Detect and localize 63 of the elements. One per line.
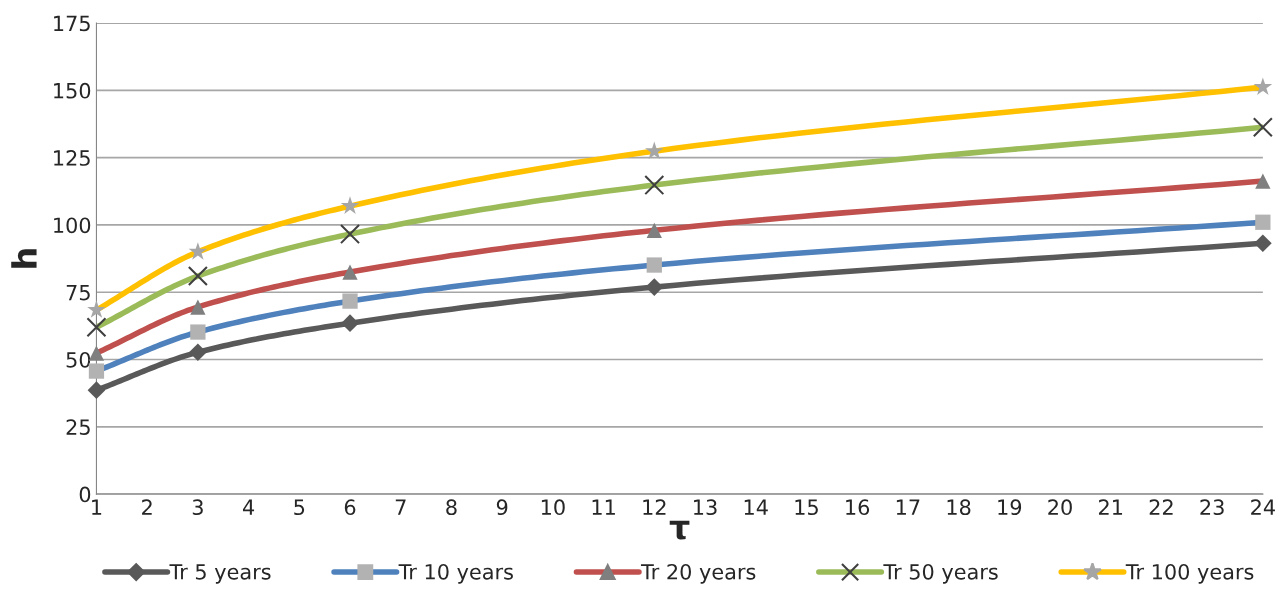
point [340, 196, 360, 214]
point [644, 175, 665, 196]
x-tick-label: 10 [541, 499, 565, 516]
legend-label: Tr 20 years [640, 563, 756, 584]
point [1255, 173, 1271, 189]
point [187, 266, 208, 287]
x-tick-label: 18 [947, 499, 971, 516]
point [339, 224, 361, 245]
x-tick-label: 22 [1149, 499, 1173, 515]
x-tick-label: 5 [294, 499, 305, 516]
legend-label: Tr 100 years [1125, 563, 1254, 584]
x-tick-label: 23 [1200, 499, 1224, 516]
y-axis-title: h [11, 249, 37, 268]
x-tick-label: 12 [643, 499, 666, 515]
point [1254, 234, 1272, 253]
x-tick-label: 21 [1098, 499, 1123, 515]
point [645, 141, 664, 160]
point [86, 317, 107, 338]
point [190, 324, 206, 340]
point [88, 363, 105, 379]
point [1253, 77, 1273, 95]
x-tick-label: 16 [846, 499, 870, 516]
x-tick-label: 7 [395, 499, 406, 515]
x-tick-label: 13 [694, 499, 717, 516]
legend-label: Tr 50 years [883, 563, 998, 584]
point [1252, 117, 1273, 138]
y-tick-label: 0 [79, 486, 91, 503]
x-tick-label: 17 [896, 499, 920, 515]
y-tick-label: 25 [66, 419, 90, 436]
x-tick-label: 8 [446, 499, 457, 516]
x-tick-label: 11 [592, 499, 615, 515]
x-tick-label: 15 [795, 499, 818, 516]
point [342, 264, 358, 280]
x-tick-label: 24 [1251, 499, 1275, 515]
x-tick-label: 9 [496, 499, 508, 516]
point [190, 299, 206, 315]
point [189, 343, 207, 362]
point [646, 257, 662, 273]
x-tick-label: 3 [192, 499, 203, 516]
point [646, 222, 662, 238]
y-tick-label: 150 [54, 82, 91, 99]
point [87, 381, 106, 400]
point [342, 293, 358, 309]
y-tick-label: 50 [66, 351, 91, 368]
point [341, 314, 359, 333]
y-tick-label: 125 [54, 150, 90, 166]
point [87, 300, 106, 318]
x-tick-label: 6 [344, 499, 356, 516]
legend-label: Tr 5 years [169, 564, 271, 584]
x-tick-label: 1 [92, 499, 102, 515]
x-tick-label: 14 [744, 499, 768, 515]
x-tick-label: 20 [1048, 499, 1072, 516]
y-tick-label: 175 [54, 15, 90, 32]
point [88, 345, 105, 361]
x-tick-label: 19 [998, 499, 1022, 516]
point [188, 242, 208, 260]
y-tick-label: 100 [54, 217, 91, 234]
legend-label: Tr 10 years [398, 563, 513, 584]
x-axis-title: τ [669, 520, 690, 540]
y-tick-label: 75 [66, 284, 90, 301]
x-tick-label: 2 [142, 499, 152, 515]
x-tick-label: 4 [242, 499, 255, 515]
point [1255, 214, 1271, 230]
